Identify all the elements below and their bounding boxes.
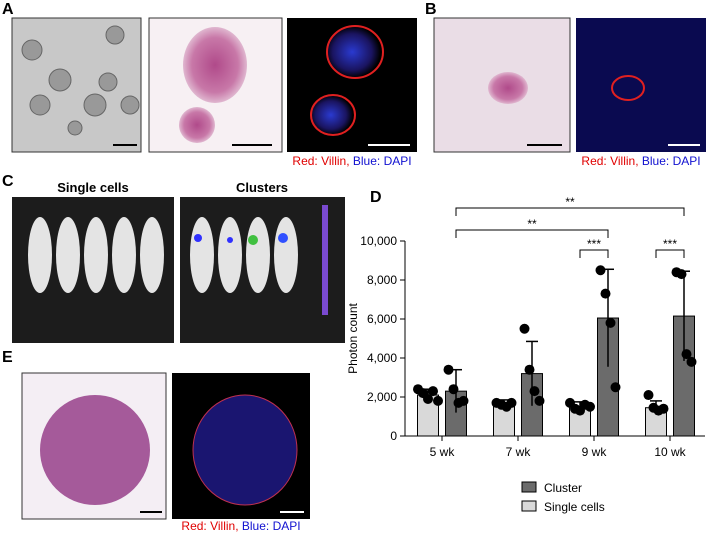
x-tick-label: 9 wk bbox=[582, 445, 608, 459]
legend-swatch bbox=[521, 481, 537, 493]
color-scale bbox=[322, 205, 328, 315]
data-point bbox=[448, 384, 459, 395]
y-tick-label: 4,000 bbox=[367, 351, 397, 365]
panel-label: C bbox=[2, 173, 14, 190]
significance-bracket bbox=[579, 249, 609, 258]
data-point bbox=[585, 401, 595, 412]
data-point bbox=[506, 397, 517, 408]
data-point bbox=[686, 356, 697, 367]
data-point bbox=[534, 395, 545, 406]
data-point bbox=[595, 265, 606, 276]
stain-blue: Blue: DAPI bbox=[353, 154, 412, 168]
y-tick-label: 6,000 bbox=[367, 312, 397, 326]
legend-label: Cluster bbox=[544, 481, 582, 495]
legend-label: Single cells bbox=[544, 500, 605, 514]
cluster bbox=[611, 75, 645, 101]
stain-legend: Red: Villin, Blue: DAPI bbox=[292, 154, 411, 168]
x-tick-label: 7 wk bbox=[506, 445, 532, 459]
x-tick-label: 10 wk bbox=[654, 445, 686, 459]
stain-red: Red: Villin, bbox=[581, 154, 638, 168]
y-tick-label: 2,000 bbox=[367, 390, 397, 404]
stain-blue: Blue: DAPI bbox=[642, 154, 701, 168]
stain-legend: Red: Villin, Blue: DAPI bbox=[581, 154, 700, 168]
cluster bbox=[488, 72, 528, 104]
data-point bbox=[458, 395, 469, 406]
significance-label: ** bbox=[527, 217, 537, 231]
data-point bbox=[681, 349, 692, 360]
signals bbox=[194, 233, 288, 245]
significance-label: ** bbox=[565, 195, 575, 209]
data-point bbox=[600, 288, 611, 299]
data-point bbox=[423, 393, 433, 404]
data-point bbox=[643, 390, 654, 401]
stain-red: Red: Villin, bbox=[181, 519, 238, 533]
data-point bbox=[605, 317, 616, 328]
data-point bbox=[428, 386, 438, 397]
cluster bbox=[326, 25, 384, 79]
organoids bbox=[21, 25, 140, 136]
cluster bbox=[179, 107, 215, 143]
data-point bbox=[658, 403, 669, 414]
column-title: Single cells bbox=[57, 180, 129, 195]
data-point bbox=[519, 323, 530, 334]
data-point bbox=[676, 269, 687, 280]
panel-label: D bbox=[370, 189, 382, 206]
stain-red: Red: Villin, bbox=[292, 154, 349, 168]
data-point bbox=[610, 382, 621, 393]
significance-bracket bbox=[455, 229, 609, 238]
significance-bracket bbox=[655, 249, 685, 258]
y-tick-label: 10,000 bbox=[360, 234, 397, 248]
fluorescence-image bbox=[576, 18, 706, 152]
y-axis-label: Photon count bbox=[346, 302, 360, 373]
panel-label: E bbox=[2, 349, 13, 366]
significance-label: *** bbox=[587, 237, 601, 251]
cluster bbox=[310, 94, 356, 136]
tumor bbox=[40, 395, 150, 505]
y-tick-label: 8,000 bbox=[367, 273, 397, 287]
data-point bbox=[443, 364, 454, 375]
data-point bbox=[529, 386, 540, 397]
cluster bbox=[183, 27, 247, 103]
column-title: Clusters bbox=[236, 180, 288, 195]
stain-legend: Red: Villin, Blue: DAPI bbox=[181, 519, 300, 533]
significance-bracket bbox=[455, 207, 685, 216]
panel-label: B bbox=[425, 1, 437, 18]
significance-label: *** bbox=[663, 237, 677, 251]
stain-blue: Blue: DAPI bbox=[242, 519, 301, 533]
data-point bbox=[433, 395, 443, 406]
data-point bbox=[524, 364, 535, 375]
tumor bbox=[192, 394, 298, 506]
x-tick-label: 5 wk bbox=[430, 445, 456, 459]
panel-label: A bbox=[2, 1, 14, 18]
legend-swatch bbox=[521, 500, 537, 512]
y-tick-label: 0 bbox=[390, 429, 397, 443]
bar-chart: 0 2,000 4,000 6,000 8,000 10,000 Photon count 5… bbox=[346, 195, 705, 514]
